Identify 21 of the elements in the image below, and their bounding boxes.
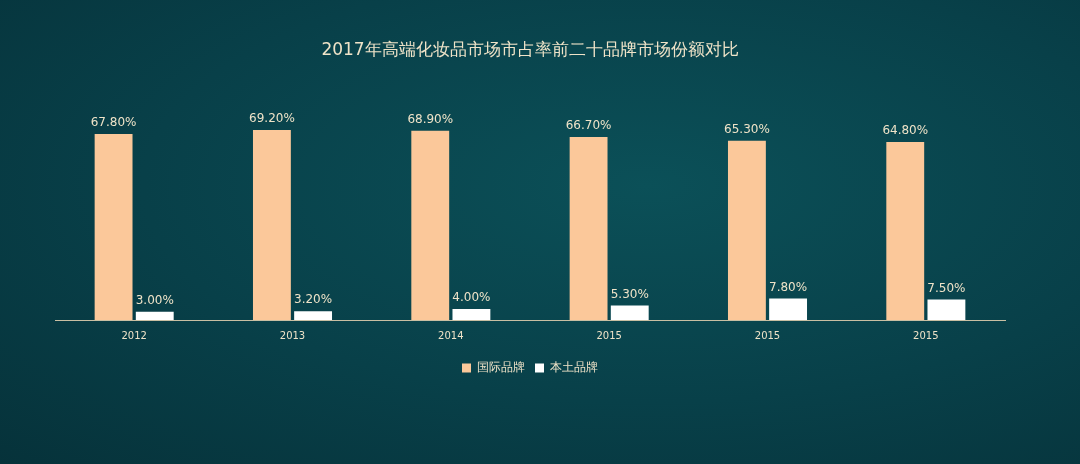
- data-label: 64.80%: [882, 123, 929, 138]
- data-label: 66.70%: [565, 118, 612, 133]
- legend-label: 国际品牌: [477, 360, 525, 375]
- data-label: 67.80%: [90, 115, 137, 130]
- data-label: 7.80%: [769, 279, 808, 294]
- data-label: 65.30%: [724, 121, 770, 136]
- x-tick-label: 2014: [438, 329, 464, 341]
- x-tick-label: 2015: [754, 329, 781, 341]
- x-tick-label: 2013: [279, 329, 306, 341]
- data-label: 7.50%: [927, 280, 966, 295]
- x-tick-label: 2012: [121, 329, 147, 341]
- data-label: 3.00%: [135, 292, 174, 307]
- x-tick-label: 2015: [596, 329, 622, 341]
- legend-label: 本土品牌: [550, 360, 598, 375]
- x-tick-label: 2015: [913, 329, 939, 341]
- chart-title: 2017年高端化妆品市场市占率前二十品牌市场份额对比: [321, 38, 739, 59]
- data-label: 4.00%: [452, 290, 491, 305]
- data-label: 3.20%: [294, 292, 333, 307]
- data-label: 68.90%: [407, 111, 454, 126]
- data-label: 69.20%: [249, 111, 295, 126]
- data-label: 5.30%: [610, 286, 649, 301]
